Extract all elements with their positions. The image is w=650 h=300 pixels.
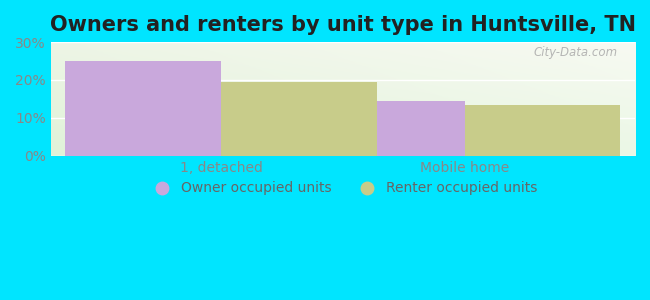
Bar (65, 61, 221, 156)
Bar (309, 101, 465, 156)
Legend: Owner occupied units, Renter occupied units: Owner occupied units, Renter occupied un… (142, 176, 543, 201)
Bar (221, 82, 377, 156)
Title: Owners and renters by unit type in Huntsville, TN: Owners and renters by unit type in Hunts… (50, 15, 636, 35)
Bar (465, 105, 620, 156)
Text: City-Data.com: City-Data.com (534, 46, 618, 59)
